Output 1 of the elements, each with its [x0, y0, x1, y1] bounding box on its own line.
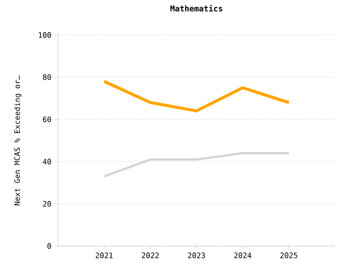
line-series — [102, 80, 290, 112]
